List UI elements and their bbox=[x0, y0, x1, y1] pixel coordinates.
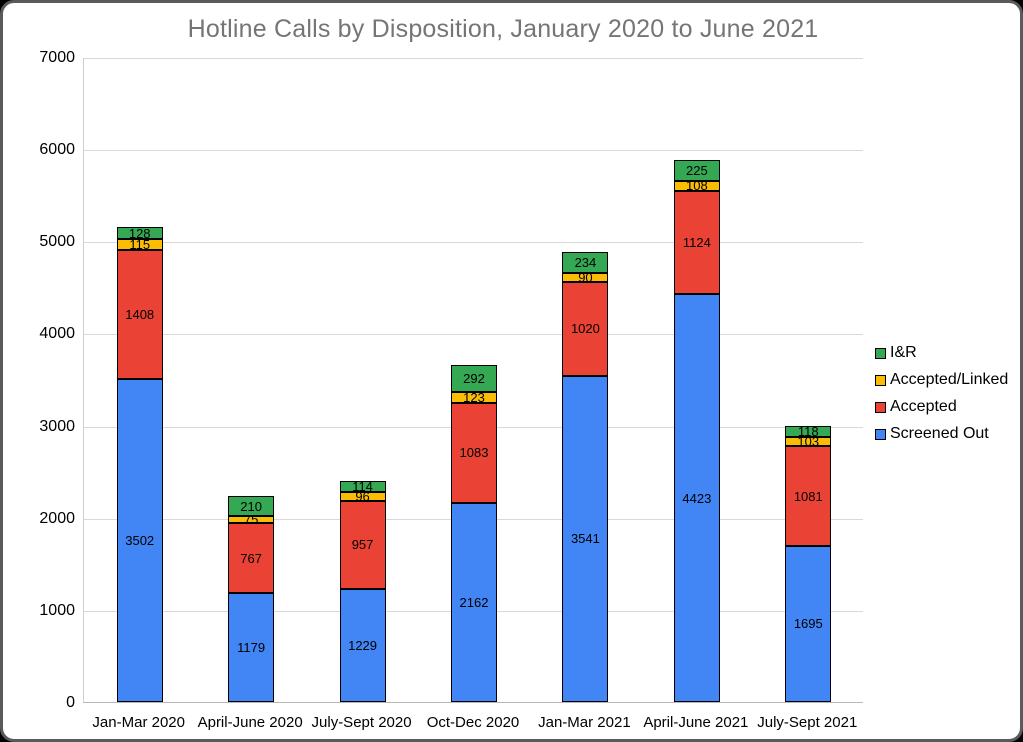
segment-value-label: 767 bbox=[240, 550, 262, 566]
legend-item-accepted-linked: Accepted/Linked bbox=[875, 371, 1008, 389]
segment-i-r-july-sept-2020: 114 bbox=[339, 479, 386, 494]
segment-value-label: 108 bbox=[685, 178, 708, 194]
y-axis-label-3000: 3000 bbox=[39, 417, 75, 435]
segment-i-r-july-sept-2021: 118 bbox=[785, 423, 832, 439]
legend-label-accepted-linked: Accepted/Linked bbox=[890, 371, 1009, 388]
segment-value-label: 3541 bbox=[570, 531, 600, 547]
legend-item-i-r: I&R bbox=[875, 344, 1008, 362]
segment-screened-out-july-sept-2021: 1695 bbox=[785, 545, 832, 702]
segment-i-r-april-june-2021: 225 bbox=[673, 160, 720, 181]
y-axis-label-2000: 2000 bbox=[39, 509, 75, 527]
bar-july-sept-2020: 114 96 957 1229 bbox=[339, 479, 386, 702]
x-axis-label-july-sept-2020: July-Sept 2020 bbox=[311, 714, 412, 731]
legend-label-screened-out: Screened Out bbox=[890, 425, 989, 442]
segment-value-label: 292 bbox=[463, 370, 485, 386]
segment-value-label: 118 bbox=[797, 423, 819, 439]
segment-value-label: 1020 bbox=[570, 321, 600, 337]
x-axis-label-oct-dec-2020: Oct-Dec 2020 bbox=[426, 714, 520, 731]
segment-value-label: 2162 bbox=[459, 594, 489, 610]
plot-area: 128 115 1408 3502 210 75 767 1179 114 96 957 1229 29… bbox=[83, 58, 863, 703]
segment-value-label: 1124 bbox=[682, 235, 711, 251]
segment-accepted-linked-april-june-2021: 108 bbox=[673, 178, 720, 194]
bar-jan-mar-2020: 128 115 1408 3502 bbox=[116, 225, 163, 702]
segment-accepted-linked-jan-mar-2020: 115 bbox=[116, 236, 163, 252]
legend-swatch-accepted bbox=[875, 401, 886, 413]
y-axis-label-7000: 7000 bbox=[39, 49, 75, 66]
segment-value-label: 90 bbox=[578, 270, 593, 286]
gridline-6000 bbox=[84, 150, 863, 152]
y-axis-label-1000: 1000 bbox=[39, 601, 75, 619]
bar-april-june-2020: 210 75 767 1179 bbox=[228, 496, 275, 702]
segment-value-label: 210 bbox=[240, 498, 262, 514]
segment-screened-out-april-june-2020: 1179 bbox=[228, 593, 275, 702]
segment-value-label: 234 bbox=[574, 255, 597, 271]
gridline-4000 bbox=[84, 334, 863, 336]
segment-value-label: 114 bbox=[352, 479, 373, 494]
segment-value-label: 75 bbox=[243, 511, 259, 527]
segment-screened-out-jan-mar-2021: 3541 bbox=[562, 375, 609, 702]
segment-value-label: 225 bbox=[685, 163, 708, 179]
bar-april-june-2021: 225 108 1124 4423 bbox=[673, 160, 720, 702]
segment-accepted-linked-july-sept-2021: 103 bbox=[785, 434, 832, 449]
segment-value-label: 1695 bbox=[793, 616, 823, 632]
segment-value-label: 1083 bbox=[459, 445, 489, 461]
bar-jan-mar-2021: 234 90 1020 3541 bbox=[562, 251, 609, 702]
segment-value-label: 123 bbox=[463, 389, 485, 405]
segment-i-r-april-june-2020: 210 bbox=[228, 496, 275, 516]
segment-accepted-july-sept-2021: 1081 bbox=[785, 446, 832, 546]
segment-value-label: 1081 bbox=[793, 488, 823, 504]
y-axis-label-5000: 5000 bbox=[39, 233, 75, 251]
x-axis-label-jan-mar-2020: Jan-Mar 2020 bbox=[92, 714, 185, 731]
segment-value-label: 1229 bbox=[348, 637, 378, 653]
segment-screened-out-jan-mar-2020: 3502 bbox=[116, 379, 163, 702]
gridline-7000 bbox=[84, 58, 863, 59]
segment-value-label: 1179 bbox=[237, 640, 266, 656]
segment-value-label: 3502 bbox=[125, 533, 155, 549]
x-axis-label-april-june-2020: April-June 2020 bbox=[197, 714, 303, 731]
segment-accepted-jan-mar-2020: 1408 bbox=[116, 249, 163, 380]
segment-accepted-july-sept-2020: 957 bbox=[339, 500, 386, 589]
legend-item-accepted: Accepted bbox=[875, 398, 1008, 416]
segment-i-r-jan-mar-2021: 234 bbox=[562, 251, 609, 274]
segment-value-label: 957 bbox=[351, 537, 374, 553]
legend-label-accepted: Accepted bbox=[890, 398, 957, 415]
segment-accepted-jan-mar-2021: 1020 bbox=[562, 281, 609, 376]
segment-i-r-jan-mar-2020: 128 bbox=[116, 225, 163, 241]
segment-accepted-linked-jan-mar-2021: 90 bbox=[562, 270, 609, 286]
segment-screened-out-july-sept-2020: 1229 bbox=[339, 588, 386, 702]
segment-accepted-oct-dec-2020: 1083 bbox=[451, 403, 497, 503]
segment-value-label: 115 bbox=[129, 236, 151, 252]
x-axis-label-jan-mar-2021: Jan-Mar 2021 bbox=[538, 714, 631, 731]
segment-value-label: 4423 bbox=[682, 490, 712, 506]
x-axis-label-april-june-2021: April-June 2021 bbox=[643, 714, 749, 731]
legend-swatch-i-r bbox=[875, 347, 886, 359]
legend-item-screened-out: Screened Out bbox=[875, 425, 1008, 443]
legend-label-i-r: I&R bbox=[890, 344, 917, 361]
legend: I&R Accepted/Linked Accepted Screened Out bbox=[875, 344, 1008, 452]
segment-accepted-linked-oct-dec-2020: 123 bbox=[451, 389, 497, 405]
gridline-5000 bbox=[84, 242, 863, 244]
segment-screened-out-oct-dec-2020: 2162 bbox=[451, 502, 497, 702]
y-axis-label-0: 0 bbox=[66, 694, 75, 711]
segment-accepted-april-june-2020: 767 bbox=[228, 522, 275, 594]
segment-value-label: 1408 bbox=[125, 306, 155, 322]
segment-accepted-linked-july-sept-2020: 96 bbox=[339, 488, 386, 504]
segment-value-label: 128 bbox=[128, 225, 151, 241]
legend-swatch-screened-out bbox=[875, 428, 886, 440]
segment-i-r-oct-dec-2020: 292 bbox=[451, 364, 497, 392]
chart-title: Hotline Calls by Disposition, January 20… bbox=[187, 15, 819, 43]
segment-accepted-april-june-2021: 1124 bbox=[673, 190, 720, 295]
segment-value-label: 103 bbox=[797, 434, 820, 449]
x-axis-label-july-sept-2021: July-Sept 2021 bbox=[757, 714, 858, 731]
bar-july-sept-2021: 118 103 1081 1695 bbox=[785, 423, 832, 702]
y-axis-label-4000: 4000 bbox=[39, 325, 75, 343]
y-axis-label-6000: 6000 bbox=[39, 141, 75, 159]
segment-screened-out-april-june-2021: 4423 bbox=[673, 294, 720, 702]
bar-oct-dec-2020: 292 123 1083 2162 bbox=[451, 364, 497, 702]
legend-swatch-accepted-linked bbox=[875, 374, 886, 386]
segment-accepted-linked-april-june-2020: 75 bbox=[228, 511, 275, 527]
segment-value-label: 96 bbox=[355, 488, 370, 504]
